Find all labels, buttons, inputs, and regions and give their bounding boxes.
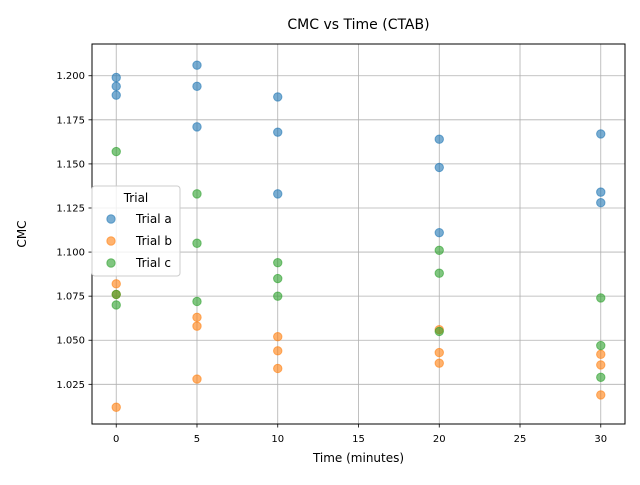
data-point: [596, 340, 606, 351]
data-point: [596, 187, 606, 197]
data-point: [273, 291, 283, 301]
legend-label: Trial c: [135, 256, 171, 270]
data-point: [434, 268, 444, 278]
data-point: [192, 122, 202, 132]
legend-marker: [106, 236, 116, 246]
data-point: [273, 363, 283, 374]
data-point: [596, 372, 606, 382]
y-tick-label: 1.125: [56, 203, 85, 214]
legend-entries: Trial a Trial b Trial c: [106, 212, 172, 270]
legend-marker: [106, 214, 116, 224]
data-point: [434, 134, 444, 144]
data-point: [111, 279, 121, 289]
data-point: [273, 92, 283, 102]
series-trial-b: [111, 279, 606, 412]
data-point: [434, 326, 444, 337]
legend-label: Trial b: [135, 234, 172, 248]
data-point: [434, 245, 444, 256]
y-tick-label: 1.025: [56, 380, 85, 391]
points-layer: [111, 60, 606, 412]
legend-label: Trial a: [135, 212, 172, 226]
x-tick-label: 20: [433, 434, 446, 445]
x-tick-label: 10: [271, 434, 284, 445]
y-tick-label: 1.075: [56, 292, 85, 303]
data-point: [434, 347, 444, 358]
x-axis-label: Time (minutes): [312, 451, 404, 465]
data-point: [111, 289, 121, 300]
data-point: [273, 189, 283, 199]
data-point: [273, 346, 283, 356]
legend-marker: [106, 258, 116, 268]
data-point: [273, 257, 283, 268]
data-point: [273, 273, 283, 284]
grid-layer: [92, 44, 625, 424]
data-point: [111, 146, 121, 157]
series-trial-c: [111, 146, 606, 382]
data-point: [111, 90, 121, 100]
data-point: [192, 60, 202, 70]
x-tick-label: 5: [194, 434, 200, 445]
data-point: [596, 129, 606, 139]
data-point: [111, 81, 121, 92]
data-point: [111, 300, 121, 310]
data-point: [596, 360, 606, 370]
x-tick-label: 0: [113, 434, 119, 445]
y-tick-label: 1.100: [56, 248, 85, 259]
y-axis-label: CMC: [15, 220, 29, 247]
data-point: [273, 332, 283, 342]
data-point: [192, 189, 202, 199]
data-point: [596, 198, 606, 208]
ticks-layer: 0 5 10 15 20 25 30 1.025 1.050 1.075 1.100 1.125 1.1…: [56, 71, 607, 445]
y-tick-label: 1.150: [56, 159, 85, 170]
x-tick-label: 30: [594, 434, 607, 445]
data-point: [273, 127, 283, 137]
data-point: [434, 162, 444, 173]
y-tick-label: 1.200: [56, 71, 85, 82]
legend-title: Trial: [123, 191, 149, 205]
data-point: [596, 390, 606, 400]
x-tick-label: 15: [352, 434, 365, 445]
data-point: [111, 72, 121, 83]
chart-title: CMC vs Time (CTAB): [287, 17, 429, 33]
legend-box: [91, 185, 181, 277]
data-point: [192, 312, 202, 323]
data-point: [596, 349, 606, 360]
data-point: [434, 227, 444, 238]
data-point: [192, 374, 202, 384]
data-point: [192, 238, 202, 248]
data-point: [192, 81, 202, 92]
data-point: [192, 321, 202, 331]
x-tick-label: 25: [514, 434, 527, 445]
y-tick-label: 1.050: [56, 336, 85, 347]
data-point: [434, 358, 444, 368]
y-tick-label: 1.175: [56, 115, 85, 126]
data-point: [596, 293, 606, 303]
series-trial-a: [111, 60, 606, 238]
data-point: [192, 296, 202, 307]
legend: Trial Trial a Trial b Trial c: [91, 185, 181, 277]
data-point: [111, 402, 121, 412]
